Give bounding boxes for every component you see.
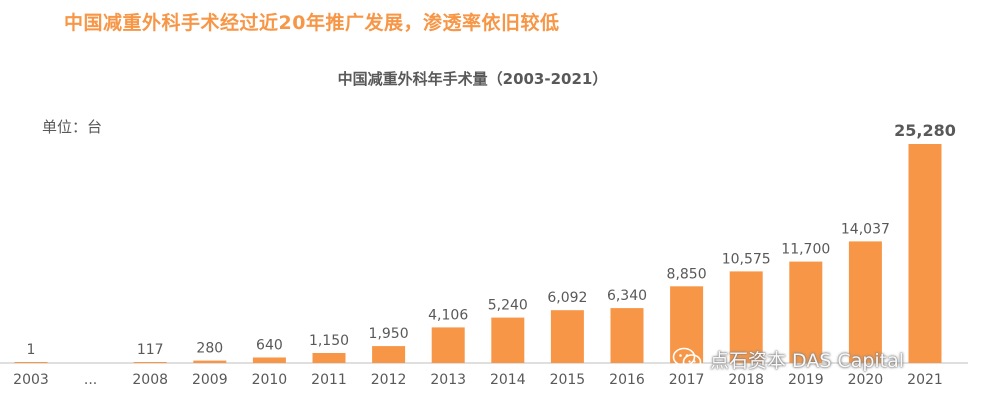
bar-2018 xyxy=(729,271,763,363)
x-tick-label-2008: 2008 xyxy=(132,372,168,388)
bar-2008 xyxy=(133,362,167,363)
watermark: 点石资本 DAS Capital xyxy=(672,344,904,374)
x-tick-label-2013: 2013 xyxy=(430,372,466,388)
x-tick-label-2018: 2018 xyxy=(728,372,764,388)
data-label-2008: 117 xyxy=(137,342,164,358)
unit-label: 单位：台 xyxy=(42,118,103,136)
x-tick-label-2017: 2017 xyxy=(669,372,705,388)
bars-group xyxy=(14,144,942,363)
bar-2003 xyxy=(14,362,48,363)
x-tick-label-2010: 2010 xyxy=(252,372,288,388)
x-tick-label-2015: 2015 xyxy=(550,372,586,388)
bar-2013 xyxy=(431,327,465,363)
bar-2019 xyxy=(789,261,823,363)
data-label-2003: 1 xyxy=(27,342,36,358)
data-label-2015: 6,092 xyxy=(547,290,587,306)
headline: 中国减重外科手术经过近20年推广发展，渗透率依旧较低 xyxy=(64,12,560,34)
data-label-2011: 1,150 xyxy=(309,333,349,349)
wechat-icon xyxy=(672,347,702,370)
data-label-2017: 8,850 xyxy=(667,266,707,282)
data-label-2019: 11,700 xyxy=(781,242,830,258)
bar-2015 xyxy=(550,310,584,363)
data-label-2014: 5,240 xyxy=(488,298,528,314)
x-tick-label-2020: 2020 xyxy=(848,372,884,388)
data-labels-group: 1 117 280 640 1,150 1,950 4,106 5,240 6,092 6,340… xyxy=(27,121,956,358)
x-tick-label-2021: 2021 xyxy=(907,372,943,388)
x-tick-label-2003: 2003 xyxy=(13,372,49,388)
x-tick-label-2012: 2012 xyxy=(371,372,407,388)
bar-2009 xyxy=(193,360,227,363)
x-tick-label-2011: 2011 xyxy=(311,372,347,388)
data-label-2009: 280 xyxy=(196,341,223,357)
chart-title: 中国减重外科年手术量（2003-2021） xyxy=(337,70,608,88)
data-label-2010: 640 xyxy=(256,338,283,354)
bar-2016 xyxy=(610,308,644,363)
bar-2021 xyxy=(908,144,942,363)
data-label-2012: 1,950 xyxy=(369,326,409,342)
x-tick-label-2009: 2009 xyxy=(192,372,228,388)
data-label-2016: 6,340 xyxy=(607,288,647,304)
watermark-text: 点石资本 DAS Capital xyxy=(710,349,905,372)
x-tick-label-2016: 2016 xyxy=(609,372,645,388)
data-label-2013: 4,106 xyxy=(428,307,468,323)
bar-2010 xyxy=(252,357,286,363)
data-label-2018: 10,575 xyxy=(722,251,771,267)
bar-2014 xyxy=(491,317,525,363)
bar-2011 xyxy=(312,353,346,363)
bar-2012 xyxy=(372,346,406,363)
x-tick-labels-group: 2003... 2008 2009 2010 2011 2012 2013 2014 2015 2… xyxy=(13,372,943,388)
x-tick-label-2014: 2014 xyxy=(490,372,526,388)
bar-2020 xyxy=(848,241,882,363)
data-label-2021: 25,280 xyxy=(894,121,956,140)
data-label-2020: 14,037 xyxy=(841,221,890,237)
bar-2017 xyxy=(670,286,704,363)
x-tick-label-ellipsis: ... xyxy=(84,372,97,388)
x-tick-label-2019: 2019 xyxy=(788,372,824,388)
